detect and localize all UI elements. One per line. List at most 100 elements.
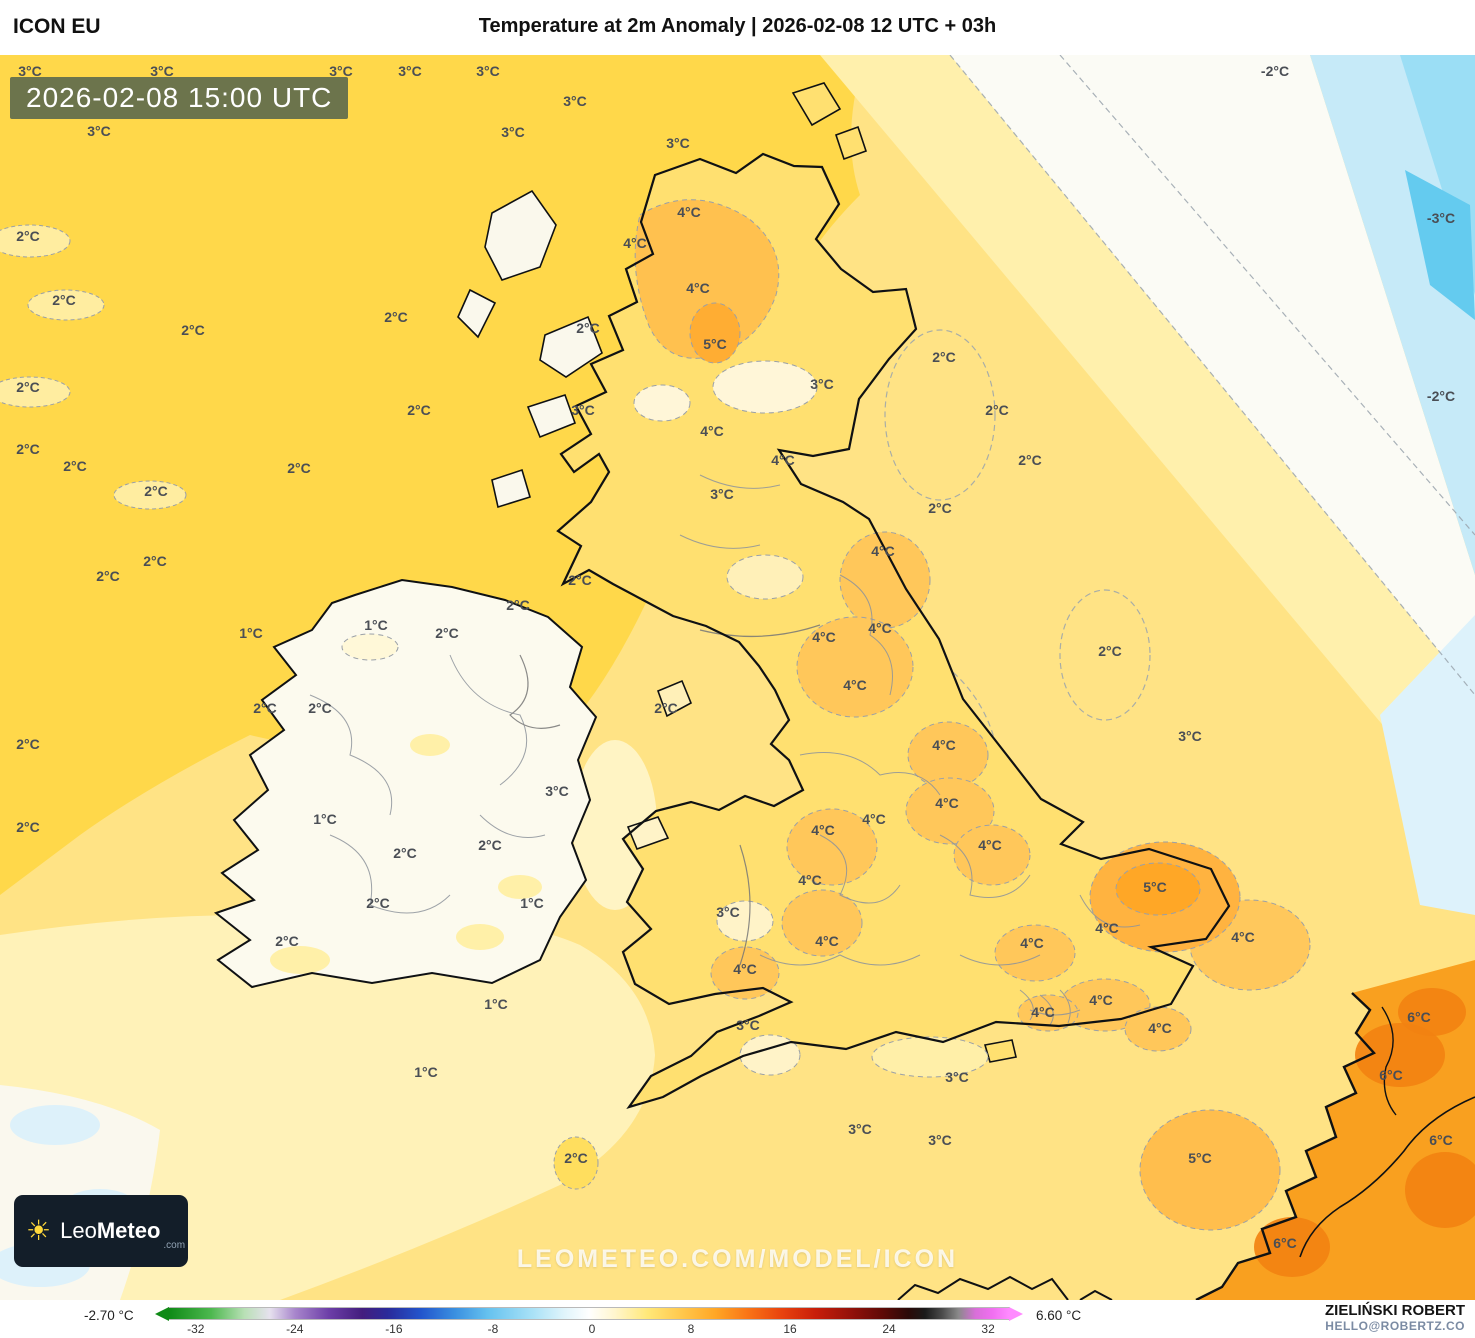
- colorbar-right-arrow: [1009, 1307, 1023, 1321]
- temp-label: 2°C: [275, 933, 299, 949]
- temp-label: 3°C: [716, 904, 740, 920]
- temp-label: 4°C: [1231, 929, 1255, 945]
- page-title: Temperature at 2m Anomaly | 2026-02-08 1…: [478, 15, 997, 37]
- gb-islands: [457, 82, 1017, 1063]
- temp-label: 3°C: [398, 63, 422, 79]
- temp-label: 2°C: [287, 460, 311, 476]
- temp-label: 4°C: [862, 811, 886, 827]
- temp-label: 2°C: [478, 837, 502, 853]
- temp-label: 2°C: [308, 700, 332, 716]
- temp-label: 2°C: [181, 322, 205, 338]
- temp-label: 2°C: [568, 572, 592, 588]
- temp-label: 2°C: [384, 309, 408, 325]
- temp-label: 4°C: [733, 961, 757, 977]
- temp-label: 4°C: [1095, 920, 1119, 936]
- temp-label: 2°C: [654, 700, 678, 716]
- temp-label: 3°C: [87, 123, 111, 139]
- temp-label: 4°C: [1020, 935, 1044, 951]
- temp-label: 3°C: [928, 1132, 952, 1148]
- temp-label: 2°C: [393, 845, 417, 861]
- temp-label: 2°C: [63, 458, 87, 474]
- temp-label: 3°C: [848, 1121, 872, 1137]
- temp-label: 2°C: [985, 402, 1009, 418]
- logo-text-bold: Meteo: [96, 1218, 161, 1243]
- temp-label: 2°C: [16, 379, 40, 395]
- temp-label: 1°C: [239, 625, 263, 641]
- temp-label: 5°C: [1188, 1150, 1212, 1166]
- temp-label: 2°C: [506, 597, 530, 613]
- temp-label: 5°C: [703, 336, 727, 352]
- watermark-text: LEOMETEO.COM/MODEL/ICON: [516, 1245, 959, 1273]
- contact-email[interactable]: HELLO@ROBERTZ.CO: [1325, 1319, 1465, 1333]
- temp-label: 2°C: [16, 228, 40, 244]
- land-anomaly-patches: [270, 199, 1241, 1078]
- credits: ZIELIŃSKI ROBERT HELLO@ROBERTZ.CO: [1325, 1302, 1465, 1333]
- temp-label: 2°C: [96, 568, 120, 584]
- temp-label: -2°C: [1260, 63, 1290, 79]
- footer-bar: -2.70 °C -32 -24 -16 -8 0 8 16 24 32 6.60 °C ZIE…: [0, 1300, 1475, 1338]
- temp-label: 1°C: [520, 895, 544, 911]
- temp-label: 4°C: [677, 204, 701, 220]
- temp-label: 2°C: [407, 402, 431, 418]
- temp-label: 1°C: [313, 811, 337, 827]
- temp-label: 4°C: [771, 452, 795, 468]
- temp-label: 3°C: [945, 1069, 969, 1085]
- temp-label: 3°C: [150, 63, 174, 79]
- temp-label: 3°C: [563, 93, 587, 109]
- temp-label: 4°C: [815, 933, 839, 949]
- temp-label: 3°C: [736, 1017, 760, 1033]
- temp-label: -2°C: [1426, 388, 1456, 404]
- colorbar-tick: -24: [286, 1322, 304, 1336]
- temp-label: 1°C: [414, 1064, 438, 1080]
- temp-label: 3°C: [571, 402, 595, 418]
- colorbar-ticks: -32 -24 -16 -8 0 8 16 24 32: [168, 1322, 1010, 1336]
- model-name: ICON EU: [13, 15, 101, 38]
- temp-label: 2°C: [928, 500, 952, 516]
- temp-label: 4°C: [700, 423, 724, 439]
- continent-europe: [1195, 960, 1475, 1300]
- temp-label: 2°C: [435, 625, 459, 641]
- temp-label: -3°C: [1426, 210, 1456, 226]
- colorbar-tick: 32: [981, 1322, 995, 1336]
- temp-label: 3°C: [1178, 728, 1202, 744]
- temp-label: 3°C: [476, 63, 500, 79]
- colorbar-left-arrow: [155, 1307, 169, 1321]
- temp-label: 6°C: [1379, 1067, 1403, 1083]
- timestamp-badge: 2026-02-08 15:00 UTC: [10, 77, 349, 119]
- temp-label: 6°C: [1429, 1132, 1453, 1148]
- map-canvas: [0, 55, 1475, 1300]
- colorbar-gradient: [155, 1307, 1023, 1321]
- temp-label: 3°C: [18, 63, 42, 79]
- colorbar-tick: 0: [588, 1322, 596, 1336]
- colorbar-tick: -8: [487, 1322, 499, 1336]
- colorbar-min-label: -2.70 °C: [84, 1308, 134, 1323]
- temp-label: 4°C: [871, 543, 895, 559]
- colorbar-max-label: 6.60 °C: [1036, 1308, 1082, 1323]
- admin-borders: [309, 474, 1141, 1026]
- colorbar-tick: -32: [187, 1322, 205, 1336]
- temp-label: 2°C: [143, 553, 167, 569]
- french-coast: [897, 1275, 1113, 1300]
- temp-label: 2°C: [16, 441, 40, 457]
- temp-label: 4°C: [868, 620, 892, 636]
- temp-label: 4°C: [798, 872, 822, 888]
- temp-label: 2°C: [253, 700, 277, 716]
- temp-label: 6°C: [1407, 1009, 1431, 1025]
- sun-icon: ☀: [26, 1215, 52, 1246]
- temp-label: 4°C: [623, 235, 647, 251]
- temp-label: 4°C: [812, 629, 836, 645]
- temp-label: 4°C: [811, 822, 835, 838]
- temp-label: 3°C: [329, 63, 353, 79]
- logo-suffix: .com: [163, 1240, 186, 1251]
- temp-label: 4°C: [843, 677, 867, 693]
- temp-label: 1°C: [364, 617, 388, 633]
- colorbar-tick: 24: [882, 1322, 896, 1336]
- temp-label: 2°C: [576, 320, 600, 336]
- temp-label: 2°C: [1098, 643, 1122, 659]
- temp-label: 2°C: [1018, 452, 1042, 468]
- temp-label-layer: 3°C 3°C 3°C 3°C 3°C -2°C 3°C 3°C 3°C 3°C 4°C 4°C 4°C…: [0, 55, 1475, 1300]
- leometeo-logo[interactable]: ☀ LeoMeteo .com: [14, 1195, 188, 1267]
- temp-label: 2°C: [52, 292, 76, 308]
- temp-label: 4°C: [935, 795, 959, 811]
- temp-label: 4°C: [1148, 1020, 1172, 1036]
